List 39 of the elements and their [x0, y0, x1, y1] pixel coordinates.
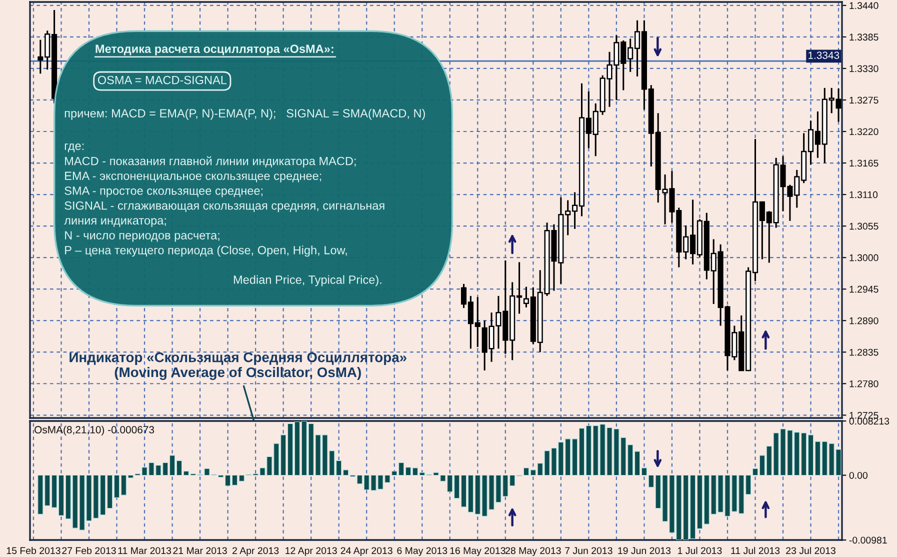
- y-tick-label: 1.2780: [850, 380, 878, 388]
- annotation: OSMA = MACD-SIGNAL: [98, 76, 227, 84]
- x-tick-label: 11 Jul 2013: [731, 546, 780, 554]
- x-tick-label: 6 May 2013: [397, 547, 448, 556]
- x-tick-label: 21 Mar 2013: [173, 547, 227, 554]
- x-tick-label: 16 May 2013: [450, 547, 506, 556]
- y-tick-label: 1.3385: [850, 34, 878, 41]
- y-tick-label: 1.3165: [850, 160, 878, 167]
- y-tick-label: 1.3220: [850, 128, 878, 136]
- annotation: причем: MACD = EMA(P, N)-EMA(P, N); SIGNAL = SMA(MACD, N): [64, 108, 425, 120]
- y-tick-label: 0.00: [849, 472, 868, 479]
- y-tick-label: -0.00981: [849, 536, 887, 544]
- ref-line-label: 1.3343: [808, 52, 840, 59]
- y-tick-label: 1.2945: [850, 286, 878, 293]
- x-tick-label: 27 Feb 2013: [62, 546, 116, 554]
- annotation: Индикатор «Скользящая Средняя Осциллятора» (Moving Average of Oscillator, OsMA): [70, 352, 406, 380]
- x-tick-label: 12 Apr 2013: [286, 547, 337, 556]
- annotation: где: MACD - показания главной линии индикатора MACD; EMA - экспоненциальное скользящее среднее; SMA - простое скользящее среднее; SIGNAL - сглаживающая скользящая средняя, сигнальная линия индикатора; N - число периодов расчета; P – цена текущего периода (Close, Open, High, Low,: [64, 144, 384, 257]
- annotation: Median Price, Typical Price).: [234, 275, 382, 286]
- y-tick-label: 1.3055: [850, 222, 878, 230]
- y-tick-label: 1.3110: [850, 191, 878, 198]
- y-tick-label: 1.3440: [850, 2, 878, 10]
- chart-title: OsMA(8,21,10) -0.000673: [34, 426, 154, 436]
- x-tick-label: 19 Jun 2013: [618, 547, 671, 554]
- x-tick-label: 7 Jun 2013: [565, 547, 612, 554]
- annotation: Методика расчета осциллятора «OsMA»:: [96, 44, 334, 56]
- x-tick-label: 24 Apr 2013: [340, 547, 392, 556]
- x-tick-label: 2 Apr 2013: [232, 547, 279, 556]
- x-tick-label: 11 Mar 2013: [118, 547, 172, 554]
- y-tick-label: 1.3000: [850, 254, 878, 262]
- y-tick-label: 1.2835: [850, 348, 878, 356]
- y-tick-label: 1.3275: [850, 96, 878, 104]
- x-tick-label: 28 May 2013: [506, 547, 561, 556]
- y-tick-label: 1.3330: [850, 65, 878, 72]
- x-tick-label: 1 Jul 2013: [678, 546, 722, 554]
- y-tick-label: 1.2725: [850, 412, 878, 419]
- y-tick-label: 1.2890: [850, 317, 878, 324]
- x-tick-label: 23 Jul 2013: [786, 546, 836, 554]
- x-tick-label: 15 Feb 2013: [6, 546, 60, 554]
